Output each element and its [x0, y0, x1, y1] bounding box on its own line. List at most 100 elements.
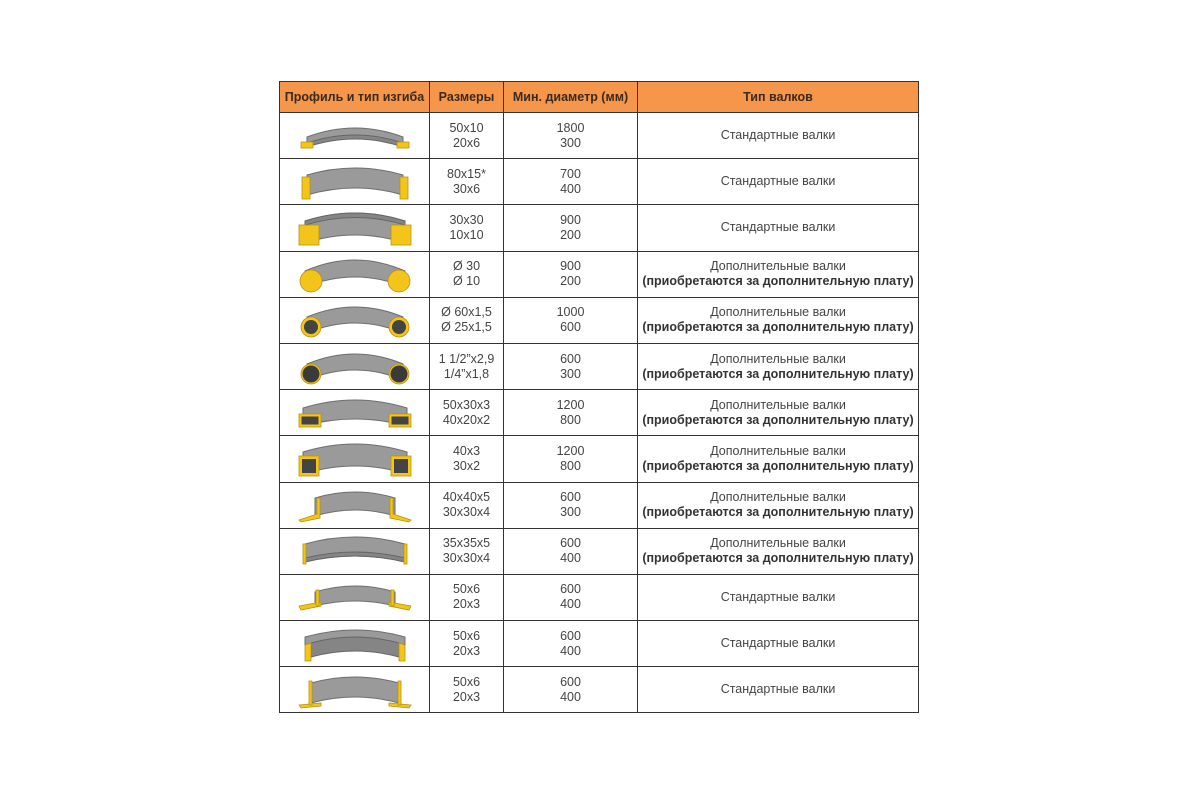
profile-cell: [279, 250, 430, 298]
min-diameter-value: 1800: [556, 120, 585, 135]
min-diameter-value: 900: [560, 212, 581, 227]
min-diameter-value: 1200: [556, 397, 585, 412]
min-diameter-cell: 600 400: [503, 666, 638, 714]
roller-type-cell: Дополнительные валки (приобретаются за до…: [637, 527, 919, 575]
roller-type-cell: Дополнительные валки (приобретаются за до…: [637, 342, 919, 391]
roller-type-cell: Дополнительные валки (приобретаются за до…: [637, 435, 919, 483]
roller-note-text: (приобретаются за дополнительную плату): [642, 320, 914, 335]
min-diameter-value: 800: [560, 458, 581, 473]
pipe-bend-icon: [300, 353, 409, 384]
profile-cell: [279, 158, 430, 206]
roller-type-cell: Дополнительные валки (приобретаются за до…: [637, 389, 919, 437]
round-bar-bend-icon: [299, 259, 410, 293]
min-diameter-cell: 1800 300: [503, 111, 638, 160]
min-diameter-cell: 900 200: [503, 204, 638, 252]
min-diameter-cell: 600 400: [503, 573, 638, 622]
table-row: 50x10 20x6 1800 300 Стандартные валки: [279, 111, 919, 160]
roller-type-text: Стандартные валки: [720, 682, 836, 697]
profile-cell: [279, 389, 430, 437]
size-value: 20x6: [452, 135, 481, 150]
min-diameter-value: 600: [560, 536, 581, 551]
roller-type-text: Стандартные валки: [720, 220, 836, 235]
flat-bar-bend-icon: [300, 127, 409, 148]
min-diameter-value: 900: [560, 259, 581, 274]
min-diameter-cell: 600 300: [503, 342, 638, 391]
min-diameter-value: 400: [560, 181, 581, 196]
min-diameter-cell: 1200 800: [503, 435, 638, 483]
roller-type-text: Стандартные валки: [720, 636, 836, 651]
size-value: Ø 60x1,5: [441, 305, 492, 320]
min-diameter-value: 400: [560, 689, 581, 704]
size-value: 50x30x3: [442, 397, 491, 412]
sizes-cell: 40x40x5 30x30x4: [429, 481, 504, 529]
header-min-diameter: Мин. диаметр (мм): [503, 81, 638, 113]
min-diameter-cell: 600 400: [503, 620, 638, 668]
profile-cell: [279, 111, 430, 160]
profile-cell: [279, 620, 430, 668]
roller-type-cell: Стандартные валки: [637, 620, 919, 668]
min-diameter-cell: 600 400: [503, 527, 638, 575]
roller-type-text: Дополнительные валки: [710, 305, 846, 320]
sizes-cell: 1 1/2”x2,9 1/4”x1,8: [429, 342, 504, 391]
min-diameter-value: 600: [560, 628, 581, 643]
size-value: 50x10: [449, 120, 484, 135]
roller-note-text: (приобретаются за дополнительную плату): [642, 366, 914, 381]
size-value: Ø 30: [452, 259, 481, 274]
profile-cell: [279, 296, 430, 344]
roller-type-text: Стандартные валки: [720, 174, 836, 189]
roller-note-text: (приобретаются за дополнительную плату): [642, 551, 914, 566]
size-value: 30x6: [452, 181, 481, 196]
roller-type-text: Дополнительные валки: [710, 259, 846, 274]
rect-tube-bend-icon: [298, 399, 411, 428]
sizes-cell: 50x6 20x3: [429, 620, 504, 668]
min-diameter-cell: 700 400: [503, 158, 638, 206]
sizes-cell: 30x30 10x10: [429, 204, 504, 252]
size-value: 50x6: [452, 582, 481, 597]
min-diameter-value: 600: [560, 490, 581, 505]
size-value: 1/4”x1,8: [443, 366, 490, 381]
roller-type-cell: Дополнительные валки (приобретаются за до…: [637, 481, 919, 529]
header-roller-type: Тип валков: [637, 81, 919, 113]
table-row: 30x30 10x10 900 200 Стандартные валки: [279, 204, 919, 252]
roller-type-cell: Стандартные валки: [637, 204, 919, 252]
header-sizes: Размеры: [429, 81, 504, 113]
min-diameter-value: 400: [560, 643, 581, 658]
size-value: 50x6: [452, 674, 481, 689]
angle-out-bend-icon: [297, 491, 412, 523]
roller-type-cell: Стандартные валки: [637, 111, 919, 160]
profile-cell: [279, 573, 430, 622]
min-diameter-value: 700: [560, 166, 581, 181]
roller-type-cell: Дополнительные валки (приобретаются за до…: [637, 296, 919, 344]
min-diameter-cell: 1200 800: [503, 389, 638, 437]
min-diameter-value: 300: [560, 135, 581, 150]
size-value: 10x10: [449, 227, 484, 242]
roller-type-text: Стандартные валки: [720, 589, 836, 604]
roller-type-cell: Дополнительные валки (приобретаются за до…: [637, 250, 919, 298]
roller-type-text: Дополнительные валки: [710, 397, 846, 412]
table-row: 50x30x3 40x20x2 1200 800 Дополнительные валк…: [279, 389, 919, 437]
roller-note-text: (приобретаются за дополнительную плату): [642, 505, 914, 520]
roller-note-text: (приобретаются за дополнительную плату): [642, 458, 914, 473]
size-value: 40x20x2: [442, 412, 491, 427]
tee-in-bend-icon: [304, 629, 405, 662]
table-row: 50x6 20x3 600 400 Стандартные валки: [279, 620, 919, 668]
table-row: 1 1/2”x2,9 1/4”x1,8 600 300 Дополнительные в…: [279, 342, 919, 391]
sizes-cell: 35x35x5 30x30x4: [429, 527, 504, 575]
table-row: Ø 30 Ø 10 900 200 Дополнительные валки (приоб…: [279, 250, 919, 298]
tee-flange-bend-icon: [297, 676, 412, 709]
sizes-cell: 40x3 30x2: [429, 435, 504, 483]
size-value: Ø 10: [452, 274, 481, 289]
sizes-cell: 50x10 20x6: [429, 111, 504, 160]
roller-type-text: Дополнительные валки: [710, 443, 846, 458]
size-value: 30x30x4: [442, 551, 491, 566]
min-diameter-cell: 600 300: [503, 481, 638, 529]
sizes-cell: Ø 30 Ø 10: [429, 250, 504, 298]
header-profile: Профиль и тип изгиба: [279, 81, 430, 113]
square-bar-bend-icon: [298, 212, 411, 246]
angle-in-bend-icon: [302, 536, 407, 565]
size-value: 40x3: [452, 443, 481, 458]
size-value: 20x3: [452, 643, 481, 658]
flat-bar-edgewise-bend-icon: [301, 167, 408, 200]
min-diameter-cell: 1000 600: [503, 296, 638, 344]
size-value: 50x6: [452, 628, 481, 643]
